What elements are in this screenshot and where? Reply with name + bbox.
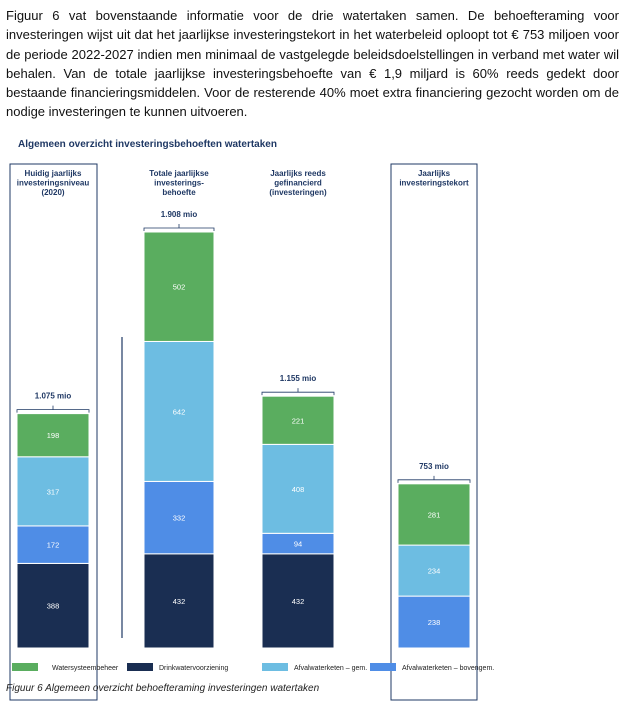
legend-label: Watersysteembeheer (52, 665, 119, 672)
segment-label: 388 (47, 602, 60, 611)
bar-segment (143, 231, 215, 342)
segment-label: 238 (428, 618, 441, 627)
segment-label: 198 (47, 431, 60, 440)
total-bracket (397, 475, 471, 483)
bar-segment (397, 483, 471, 546)
total-label: 753 mio (419, 462, 449, 471)
segment-label: 221 (292, 416, 305, 425)
legend-label: Afvalwaterketen – gem. (294, 665, 367, 672)
total-label: 1.075 mio (35, 392, 72, 401)
caption: Figuur 6 Algemeen overzicht behoefterami… (6, 683, 320, 694)
bar-segment (143, 480, 215, 555)
segment-label: 432 (292, 597, 305, 606)
segment-label: 408 (292, 485, 305, 494)
column-header: Huidig jaarlijks investeringsniveau (2020) (17, 169, 90, 197)
segment-label: 502 (173, 283, 186, 292)
segment-label: 317 (47, 487, 60, 496)
segment-label: 94 (294, 540, 302, 549)
segment-label: 172 (47, 541, 60, 550)
frame (390, 163, 478, 701)
bar-segment (261, 553, 335, 649)
legend-swatch (262, 663, 288, 671)
column-header: Totale jaarlijkse investerings-behoefte (149, 169, 209, 197)
segment-label: 281 (428, 510, 441, 519)
bar-segment (143, 340, 215, 482)
total-bracket (143, 224, 215, 231)
total-label: 1.155 mio (280, 374, 317, 383)
bar-segment (261, 395, 335, 445)
segment-label: 332 (173, 514, 186, 523)
bar-segment (16, 413, 90, 458)
bar-segment (143, 553, 215, 649)
segment-label: 234 (428, 567, 441, 576)
legend-swatch (127, 663, 153, 671)
legend-swatch (370, 663, 396, 671)
total-label: 1.908 mio (161, 210, 198, 219)
total-bracket (16, 405, 90, 413)
paragraph: Figuur 6 vat bovenstaande informatie voo… (6, 8, 619, 120)
segment-label: 432 (173, 597, 186, 606)
segment-label: 642 (173, 407, 186, 416)
chart-title: Algemeen overzicht investeringsbehoeften… (18, 139, 277, 150)
bar-segment (261, 443, 335, 534)
legend-label: Drinkwatervoorziening (159, 665, 228, 672)
legend-swatch (12, 663, 38, 671)
column-header: Jaarlijks reeds gefinancierd (investeringe… (269, 169, 327, 197)
frame (9, 163, 98, 701)
column-header: Jaarlijks investeringstekort (399, 169, 469, 188)
legend-label: Afvalwaterketen – bovengem. (402, 665, 494, 672)
total-bracket (261, 388, 335, 396)
